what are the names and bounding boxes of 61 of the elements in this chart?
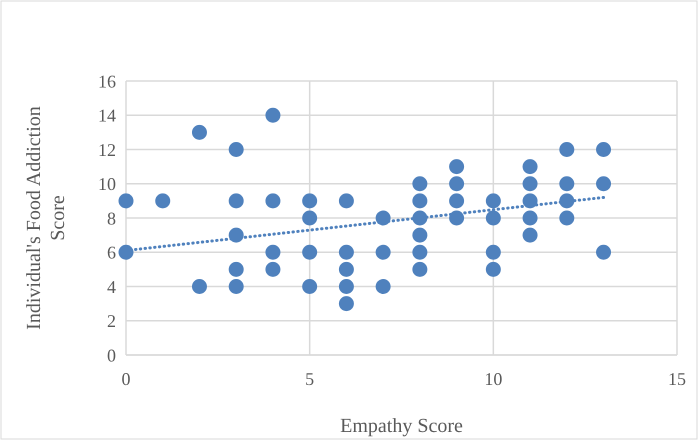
x-tick-label: 10 — [484, 369, 502, 389]
point — [559, 142, 574, 157]
y-tick-label: 14 — [98, 106, 116, 126]
point — [412, 228, 428, 243]
x-axis-title: Empathy Score — [340, 415, 463, 437]
point — [522, 159, 538, 174]
point — [486, 244, 501, 260]
y-axis-title: Individual's Food Addiction Score — [22, 105, 70, 332]
x-tick-label: 5 — [305, 369, 314, 389]
point — [265, 193, 280, 208]
point — [376, 244, 391, 260]
point — [412, 176, 428, 192]
point — [228, 142, 244, 157]
point — [596, 142, 612, 157]
point — [596, 176, 612, 192]
point — [522, 210, 538, 226]
point — [559, 176, 574, 192]
y-tick-label: 16 — [98, 71, 116, 92]
point — [302, 210, 318, 226]
point — [338, 193, 354, 208]
y-tick-label: 0 — [107, 345, 116, 366]
point — [449, 176, 464, 192]
point — [192, 279, 207, 294]
y-tick-label: 6 — [107, 242, 116, 263]
point — [302, 193, 318, 208]
point — [376, 279, 391, 294]
x-tick-label: 15 — [668, 369, 686, 389]
point — [228, 193, 244, 208]
point — [412, 193, 428, 208]
point — [155, 193, 170, 208]
y-tick-label: 8 — [107, 208, 116, 228]
x-tick-label: 0 — [122, 369, 130, 389]
point — [412, 262, 428, 277]
point — [486, 262, 501, 277]
point — [118, 193, 134, 208]
point — [338, 296, 354, 312]
point — [338, 244, 354, 260]
y-tick-label: 4 — [107, 276, 116, 297]
point — [228, 279, 244, 294]
point — [559, 210, 574, 226]
point — [302, 279, 318, 294]
point — [192, 124, 207, 140]
point — [522, 176, 538, 192]
point — [486, 210, 501, 226]
point — [265, 244, 280, 260]
point — [412, 244, 428, 260]
point — [449, 193, 464, 208]
point — [302, 244, 318, 260]
point — [228, 262, 244, 277]
y-tick-label: 2 — [107, 311, 116, 332]
point — [265, 108, 280, 123]
point — [522, 228, 538, 243]
point — [265, 262, 280, 277]
point — [449, 159, 464, 174]
y-tick-label: 12 — [98, 140, 116, 160]
point — [118, 244, 134, 260]
point — [338, 279, 354, 294]
point — [338, 262, 354, 277]
point — [596, 244, 612, 260]
point — [486, 193, 501, 208]
y-tick-label: 10 — [98, 174, 116, 194]
